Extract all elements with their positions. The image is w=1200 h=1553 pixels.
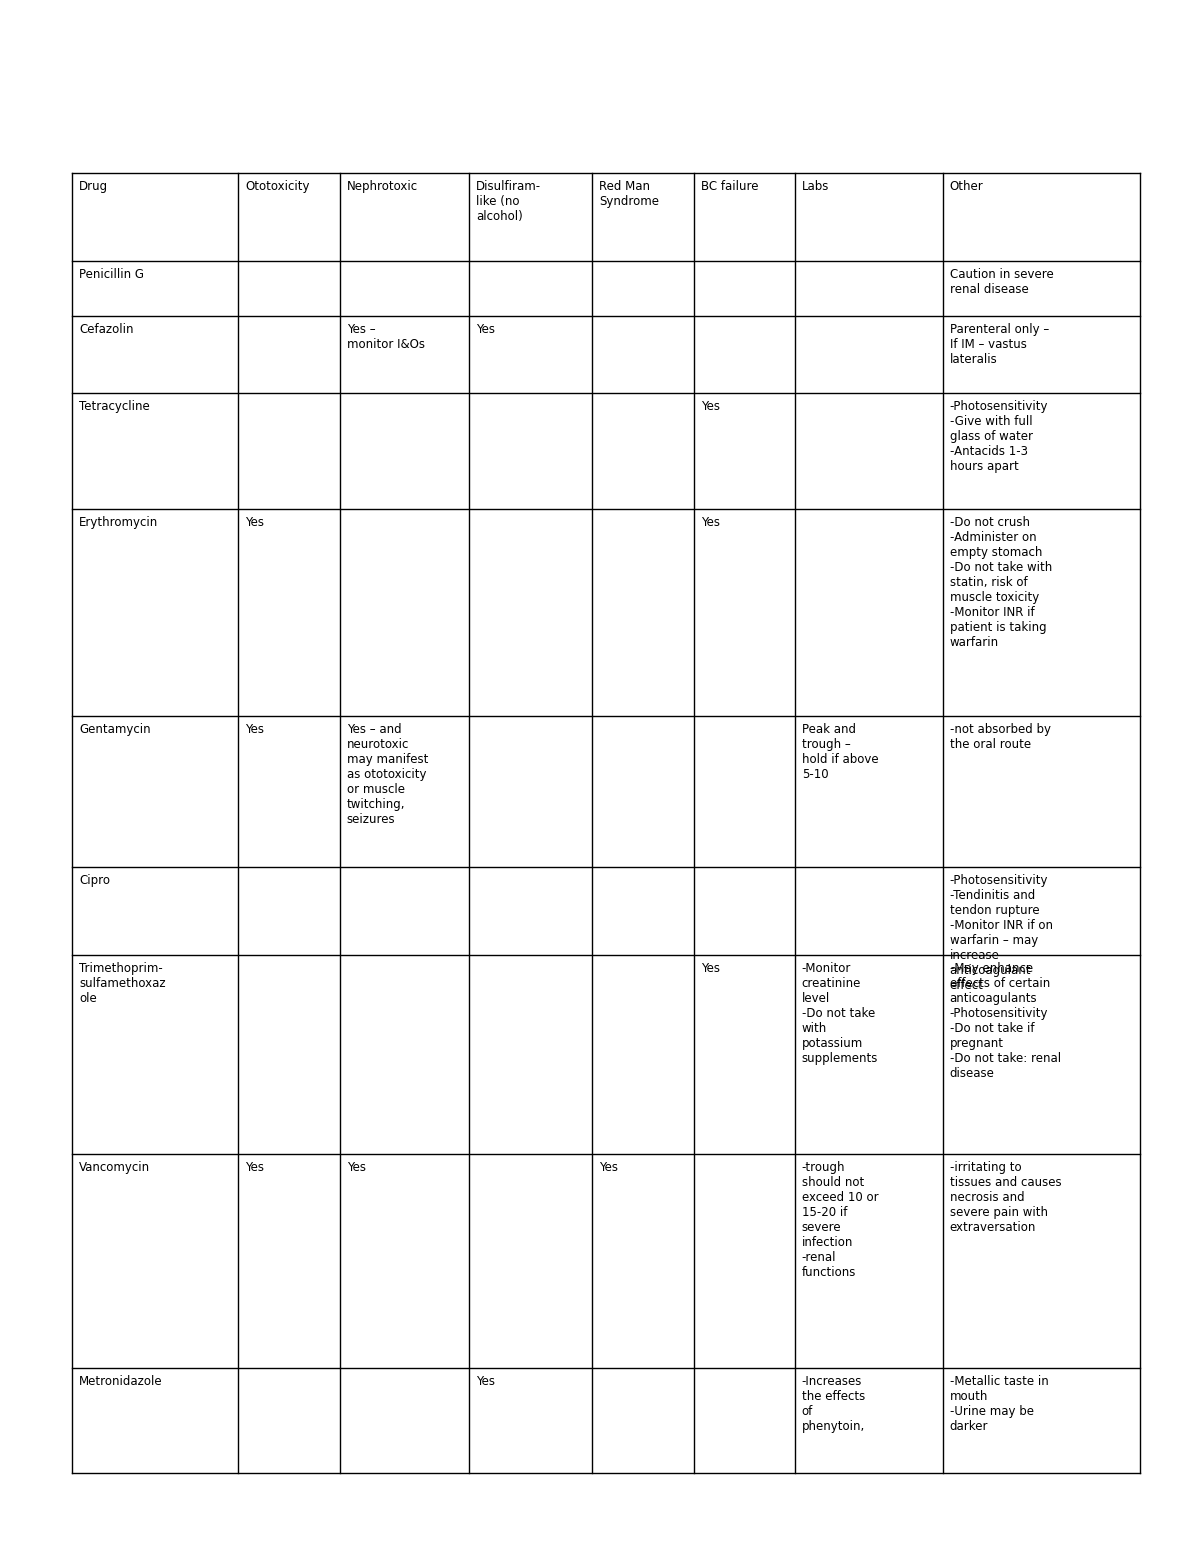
Text: Trimethoprim-
sulfamethoxaz
ole: Trimethoprim- sulfamethoxaz ole xyxy=(79,963,166,1005)
Text: -Monitor
creatinine
level
-Do not take
with
potassium
supplements: -Monitor creatinine level -Do not take w… xyxy=(802,963,878,1065)
Text: Yes: Yes xyxy=(701,963,720,975)
Text: Ototoxicity: Ototoxicity xyxy=(246,180,310,193)
Text: -Photosensitivity
-Tendinitis and
tendon rupture
-Monitor INR if on
warfarin – m: -Photosensitivity -Tendinitis and tendon… xyxy=(949,874,1052,992)
Text: Yes: Yes xyxy=(476,1376,496,1388)
Text: Cipro: Cipro xyxy=(79,874,110,887)
Text: Peak and
trough –
hold if above
5-10: Peak and trough – hold if above 5-10 xyxy=(802,722,878,781)
Text: Erythromycin: Erythromycin xyxy=(79,516,158,530)
Text: Yes: Yes xyxy=(246,722,264,736)
Text: -Do not crush
-Administer on
empty stomach
-Do not take with
statin, risk of
mus: -Do not crush -Administer on empty stoma… xyxy=(949,516,1052,649)
Text: Drug: Drug xyxy=(79,180,108,193)
Text: Yes: Yes xyxy=(701,516,720,530)
Text: Yes: Yes xyxy=(246,516,264,530)
Text: Yes: Yes xyxy=(600,1160,618,1174)
Text: Yes: Yes xyxy=(476,323,496,335)
Text: Vancomycin: Vancomycin xyxy=(79,1160,150,1174)
Text: Metronidazole: Metronidazole xyxy=(79,1376,163,1388)
Text: Yes –
monitor I&Os: Yes – monitor I&Os xyxy=(347,323,425,351)
Text: Yes: Yes xyxy=(701,401,720,413)
Text: Cefazolin: Cefazolin xyxy=(79,323,133,335)
Text: Other: Other xyxy=(949,180,984,193)
Text: -Metallic taste in
mouth
-Urine may be
darker: -Metallic taste in mouth -Urine may be d… xyxy=(949,1376,1049,1433)
Text: Tetracycline: Tetracycline xyxy=(79,401,150,413)
Text: Disulfiram-
like (no
alcohol): Disulfiram- like (no alcohol) xyxy=(476,180,541,224)
Text: Caution in severe
renal disease: Caution in severe renal disease xyxy=(949,269,1054,297)
Text: Labs: Labs xyxy=(802,180,829,193)
Text: Red Man
Syndrome: Red Man Syndrome xyxy=(600,180,660,208)
Text: -Increases
the effects
of
phenytoin,: -Increases the effects of phenytoin, xyxy=(802,1376,865,1433)
Text: Yes – and
neurotoxic
may manifest
as ototoxicity
or muscle
twitching,
seizures: Yes – and neurotoxic may manifest as oto… xyxy=(347,722,428,826)
Text: Gentamycin: Gentamycin xyxy=(79,722,151,736)
Text: Yes: Yes xyxy=(246,1160,264,1174)
Text: -May enhance
effects of certain
anticoagulants
-Photosensitivity
-Do not take if: -May enhance effects of certain anticoag… xyxy=(949,963,1061,1081)
Text: Nephrotoxic: Nephrotoxic xyxy=(347,180,418,193)
Text: -irritating to
tissues and causes
necrosis and
severe pain with
extraversation: -irritating to tissues and causes necros… xyxy=(949,1160,1061,1233)
Text: -trough
should not
exceed 10 or
15-20 if
severe
infection
-renal
functions: -trough should not exceed 10 or 15-20 if… xyxy=(802,1160,878,1278)
Text: -not absorbed by
the oral route: -not absorbed by the oral route xyxy=(949,722,1051,750)
Text: Penicillin G: Penicillin G xyxy=(79,269,144,281)
Text: Yes: Yes xyxy=(347,1160,366,1174)
Text: Parenteral only –
If IM – vastus
lateralis: Parenteral only – If IM – vastus lateral… xyxy=(949,323,1049,367)
Text: -Photosensitivity
-Give with full
glass of water
-Antacids 1-3
hours apart: -Photosensitivity -Give with full glass … xyxy=(949,401,1048,474)
Text: BC failure: BC failure xyxy=(701,180,758,193)
